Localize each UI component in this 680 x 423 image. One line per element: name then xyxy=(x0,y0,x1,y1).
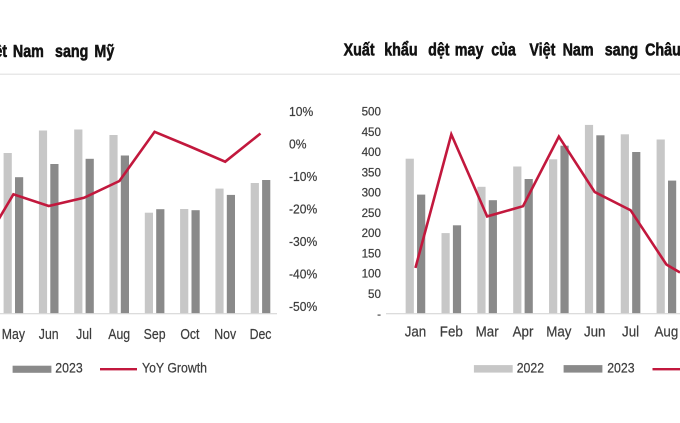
svg-text:Feb: Feb xyxy=(440,324,463,341)
svg-text:2023: 2023 xyxy=(55,360,82,376)
svg-text:Jan: Jan xyxy=(405,324,427,341)
svg-text:sang: sang xyxy=(605,40,638,60)
svg-text:May: May xyxy=(546,324,572,341)
svg-text:500: 500 xyxy=(362,104,382,118)
svg-text:Việt: Việt xyxy=(529,40,555,60)
svg-text:sang: sang xyxy=(55,41,88,61)
svg-text:50: 50 xyxy=(368,287,381,301)
svg-text:Việt: Việt xyxy=(0,41,8,61)
svg-text:Dec: Dec xyxy=(250,326,272,342)
svg-text:350: 350 xyxy=(362,165,382,179)
svg-text:Nam: Nam xyxy=(563,40,594,60)
svg-text:-50%: -50% xyxy=(289,300,317,314)
svg-text:dệt: dệt xyxy=(428,40,450,60)
svg-text:Châu Âu: Châu Âu xyxy=(645,39,680,60)
svg-text:YoY Growth: YoY Growth xyxy=(142,360,207,376)
svg-text:10%: 10% xyxy=(289,105,313,119)
svg-text:200: 200 xyxy=(362,226,382,240)
svg-text:450: 450 xyxy=(362,125,382,139)
svg-text:-40%: -40% xyxy=(289,267,317,281)
svg-text:Nam: Nam xyxy=(13,41,44,61)
svg-text:0%: 0% xyxy=(289,137,306,151)
svg-text:Jul: Jul xyxy=(622,324,639,341)
svg-text:Jun: Jun xyxy=(39,326,59,342)
svg-text:150: 150 xyxy=(362,246,382,260)
svg-text:khẩu: khẩu xyxy=(384,40,417,60)
svg-text:250: 250 xyxy=(362,206,382,220)
svg-text:Sep: Sep xyxy=(144,326,166,342)
svg-text:2022: 2022 xyxy=(517,360,544,376)
svg-text:400: 400 xyxy=(362,145,382,159)
svg-text:300: 300 xyxy=(362,185,382,199)
svg-text:Aug: Aug xyxy=(655,324,679,341)
svg-text:Mỹ: Mỹ xyxy=(94,41,114,61)
svg-text:may: may xyxy=(455,40,484,60)
svg-text:100: 100 xyxy=(362,266,382,280)
svg-text:Oct: Oct xyxy=(180,326,199,342)
svg-text:Jun: Jun xyxy=(584,324,606,341)
svg-text:Aug: Aug xyxy=(108,326,130,342)
svg-text:Mar: Mar xyxy=(476,324,499,341)
svg-text:-30%: -30% xyxy=(289,235,317,249)
svg-text:-: - xyxy=(377,307,381,321)
svg-text:Xuất: Xuất xyxy=(344,40,376,60)
svg-text:của: của xyxy=(491,40,516,60)
svg-text:-20%: -20% xyxy=(289,202,317,216)
svg-text:2023: 2023 xyxy=(607,360,634,376)
svg-text:Nov: Nov xyxy=(214,326,236,342)
svg-text:Jul: Jul xyxy=(76,326,92,342)
svg-text:Apr: Apr xyxy=(513,324,534,341)
svg-text:-10%: -10% xyxy=(289,170,317,184)
svg-text:May: May xyxy=(2,326,25,342)
